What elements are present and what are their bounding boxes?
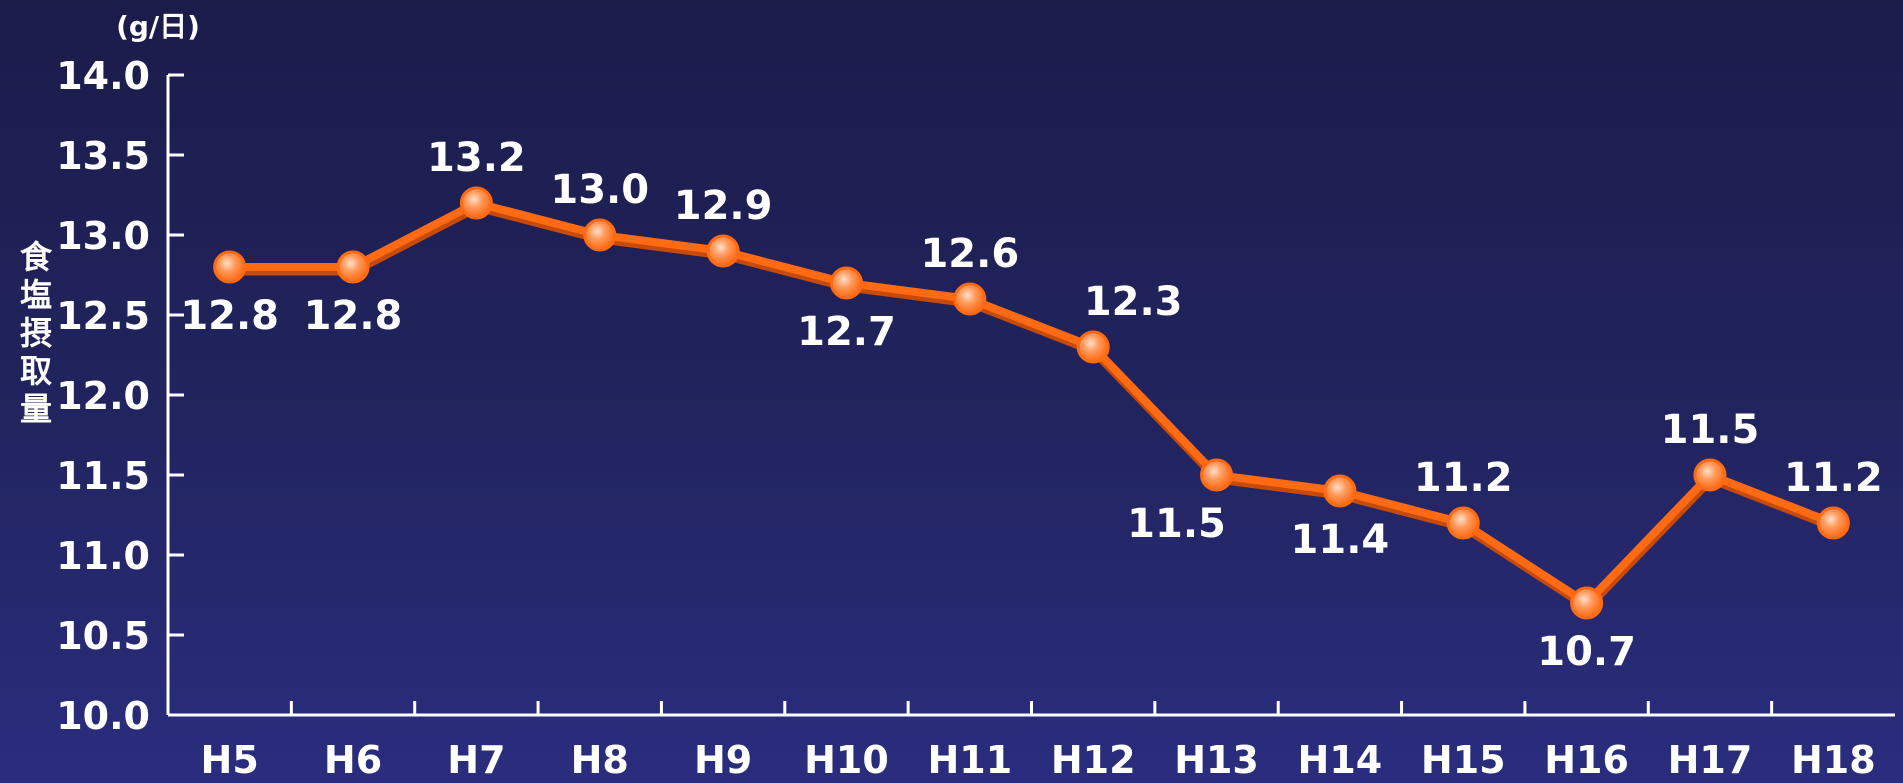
- x-tick-label: H13: [1174, 738, 1259, 782]
- data-label: 11.5: [1661, 407, 1760, 453]
- x-tick-label: H18: [1791, 738, 1876, 782]
- data-label: 13.2: [427, 135, 526, 181]
- y-tick-label: 13.0: [56, 214, 150, 258]
- unit-label: (g/日): [116, 10, 200, 43]
- data-point: [953, 282, 987, 316]
- x-tick-label: H8: [571, 738, 629, 782]
- data-point: [706, 234, 740, 268]
- x-tick-label: H7: [447, 738, 505, 782]
- x-tick-label: H10: [804, 738, 889, 782]
- series-line-shadow: [230, 202, 1836, 612]
- data-point: [336, 250, 370, 284]
- data-label: 12.8: [304, 293, 403, 339]
- y-axis-label-char: 取: [20, 352, 52, 390]
- series-line-path: [229, 199, 1835, 607]
- data-point: [1570, 586, 1604, 620]
- x-tick-label: H9: [694, 738, 752, 782]
- data-point: [1323, 474, 1357, 508]
- x-ticks: H5 H6 H7 H8 H9 H10 H11 H12 H13 H14 H15 H16 H17 H18: [201, 701, 1876, 782]
- data-point: [1200, 458, 1234, 492]
- data-point: [1446, 506, 1480, 540]
- data-label: 12.8: [180, 293, 279, 339]
- x-tick-label: H17: [1668, 738, 1753, 782]
- data-label: 11.2: [1414, 455, 1513, 501]
- y-tick-label: 13.5: [56, 134, 150, 178]
- data-label: 12.7: [797, 309, 896, 355]
- data-point: [583, 218, 617, 252]
- y-tick-label: 11.0: [56, 534, 150, 578]
- data-point: [1816, 506, 1850, 540]
- data-label: 12.6: [920, 231, 1019, 277]
- y-tick-label: 10.0: [56, 694, 150, 738]
- y-axis-label-char: 摂: [20, 314, 52, 352]
- y-axis-label-char: 食: [20, 238, 53, 276]
- x-tick-label: H5: [201, 738, 259, 782]
- x-tick-label: H11: [927, 738, 1012, 782]
- data-label: 10.7: [1537, 629, 1636, 675]
- data-point: [829, 266, 863, 300]
- x-tick-label: H12: [1051, 738, 1136, 782]
- data-label: 11.5: [1127, 501, 1226, 547]
- y-axis-label-char: 量: [20, 390, 52, 428]
- y-ticks: 10.0 10.5 11.0 11.5 12.0 12.5 13.0 13.5 14.0: [56, 54, 184, 738]
- y-tick-label: 14.0: [56, 54, 150, 98]
- y-tick-label: 10.5: [56, 614, 150, 658]
- data-point: [459, 186, 493, 220]
- data-point: [1076, 330, 1110, 364]
- data-label: 11.2: [1784, 455, 1883, 501]
- data-label: 11.4: [1291, 517, 1390, 563]
- y-tick-label: 11.5: [56, 454, 150, 498]
- x-tick-label: H6: [324, 738, 382, 782]
- x-tick-label: H14: [1298, 738, 1383, 782]
- data-labels: 12.8 12.8 13.2 13.0 12.9 12.7 12.6 12.3 11.5 11.4…: [180, 135, 1882, 675]
- series-markers: [213, 186, 1850, 620]
- data-label: 12.3: [1084, 279, 1183, 325]
- y-tick-label: 12.0: [56, 374, 150, 418]
- y-axis-label-char: 塩: [20, 276, 52, 314]
- y-tick-label: 12.5: [56, 294, 150, 338]
- data-point: [213, 250, 247, 284]
- x-tick-label: H15: [1421, 738, 1506, 782]
- series-line: [229, 199, 1836, 612]
- data-label: 13.0: [550, 167, 649, 213]
- data-label: 12.9: [674, 183, 773, 229]
- data-point: [1693, 458, 1727, 492]
- x-tick-label: H16: [1544, 738, 1629, 782]
